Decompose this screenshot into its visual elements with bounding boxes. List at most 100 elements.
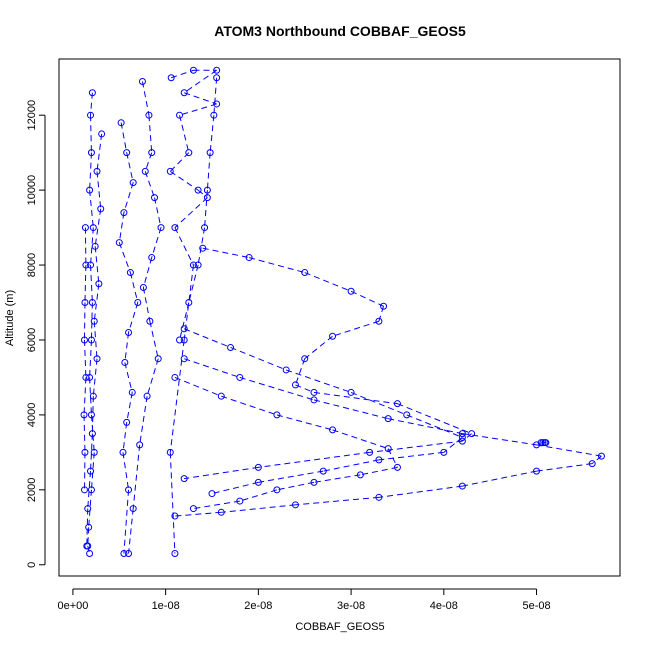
data-point — [185, 299, 193, 307]
series-6-segment — [213, 77, 218, 116]
series-3-segment — [123, 182, 134, 213]
series-0-segment — [89, 152, 92, 191]
data-point — [310, 478, 318, 486]
data-point — [533, 467, 541, 475]
series-6-segment — [188, 264, 199, 303]
data-point — [148, 254, 156, 262]
series-6-segment — [179, 302, 190, 341]
series-4-segment — [154, 197, 162, 228]
data-point — [347, 388, 355, 396]
data-point — [380, 302, 388, 310]
data-point — [87, 486, 95, 494]
y-tick-label: 2000 — [26, 478, 38, 502]
data-point — [81, 299, 89, 307]
data-point — [282, 366, 290, 374]
data-point — [273, 486, 281, 494]
series-9-segment — [258, 470, 324, 483]
data-point — [458, 482, 466, 490]
data-point — [93, 167, 101, 175]
series-0-segment — [90, 92, 93, 116]
series-10-segment — [313, 474, 361, 483]
data-point — [384, 415, 392, 423]
series-3-segment — [129, 272, 139, 303]
x-tick-label: 3e-08 — [337, 600, 365, 612]
series-7-segment — [313, 391, 398, 405]
series-1-segment — [92, 358, 98, 397]
data-point — [154, 355, 162, 363]
data-point — [145, 111, 153, 119]
data-point — [189, 505, 197, 513]
series-8-segment — [239, 376, 315, 401]
series-11 — [537, 439, 550, 447]
axes: 0e+00 1e-08 2e-08 3e-08 4e-08 5e-08 0 2000 4000 6… — [26, 58, 621, 612]
data-point — [458, 433, 466, 441]
series-8-segment — [388, 418, 463, 435]
series-5-segment — [179, 103, 217, 116]
data-point — [301, 269, 309, 277]
data-point — [329, 426, 337, 434]
series-4-segment — [142, 287, 151, 322]
series-5-segment — [179, 115, 190, 153]
series-8-segment — [295, 496, 379, 506]
series-8-segment — [462, 470, 537, 487]
series-7-segment — [369, 440, 463, 453]
series-9-segment — [350, 391, 407, 416]
x-tick-label: 0e+00 — [57, 600, 88, 612]
data-point — [90, 448, 98, 456]
series-3-segment — [126, 152, 134, 183]
data-point — [588, 460, 596, 468]
data-point — [120, 550, 128, 558]
series-5-segment — [184, 92, 217, 105]
series-5-segment — [183, 264, 194, 341]
x-tick-label: 1e-08 — [152, 600, 180, 612]
series-6-segment — [206, 152, 211, 191]
data-point — [87, 467, 95, 475]
data-point — [151, 194, 159, 202]
data-point — [166, 448, 174, 456]
data-point — [189, 261, 197, 269]
series-8-segment — [536, 444, 602, 457]
series-0 — [84, 89, 98, 558]
series-0-segment — [87, 545, 91, 554]
data-point — [143, 392, 151, 400]
series-2-segment — [84, 265, 87, 303]
series-4-segment — [128, 508, 134, 554]
data-point — [88, 430, 96, 438]
data-point — [245, 254, 253, 262]
series-7-segment — [304, 272, 352, 292]
data-point — [236, 373, 244, 381]
data-point — [126, 269, 134, 277]
series-2-segment — [84, 339, 87, 378]
data-point — [375, 317, 383, 325]
series-10-segment — [193, 500, 240, 510]
series-4-segment — [141, 81, 150, 116]
plot-frame — [58, 58, 621, 577]
data-point — [384, 445, 392, 453]
data-point — [148, 149, 156, 157]
data-point — [86, 550, 94, 558]
data-point — [129, 505, 137, 513]
series-5-segment — [169, 152, 190, 172]
series-0-segment — [90, 414, 95, 453]
y-axis-label: Altitude (m) — [4, 290, 16, 346]
series-8-segment — [591, 455, 602, 464]
data-point — [138, 77, 146, 85]
series-4-segment — [148, 115, 153, 153]
data-point — [125, 328, 133, 336]
y-tick-label: 6000 — [26, 328, 38, 352]
data-point — [80, 411, 88, 419]
series-7-segment — [258, 451, 370, 468]
data-point — [81, 486, 88, 494]
data-point — [597, 452, 605, 460]
data-point — [440, 448, 448, 456]
data-point — [210, 111, 218, 119]
data-point — [141, 167, 149, 175]
series-5-segment — [197, 189, 208, 199]
series-7-segment — [184, 466, 259, 480]
data-point — [88, 89, 96, 97]
data-point — [203, 186, 211, 194]
y-tick-label: 4000 — [26, 403, 38, 427]
data-point — [180, 89, 188, 97]
series-6-segment — [197, 227, 206, 266]
